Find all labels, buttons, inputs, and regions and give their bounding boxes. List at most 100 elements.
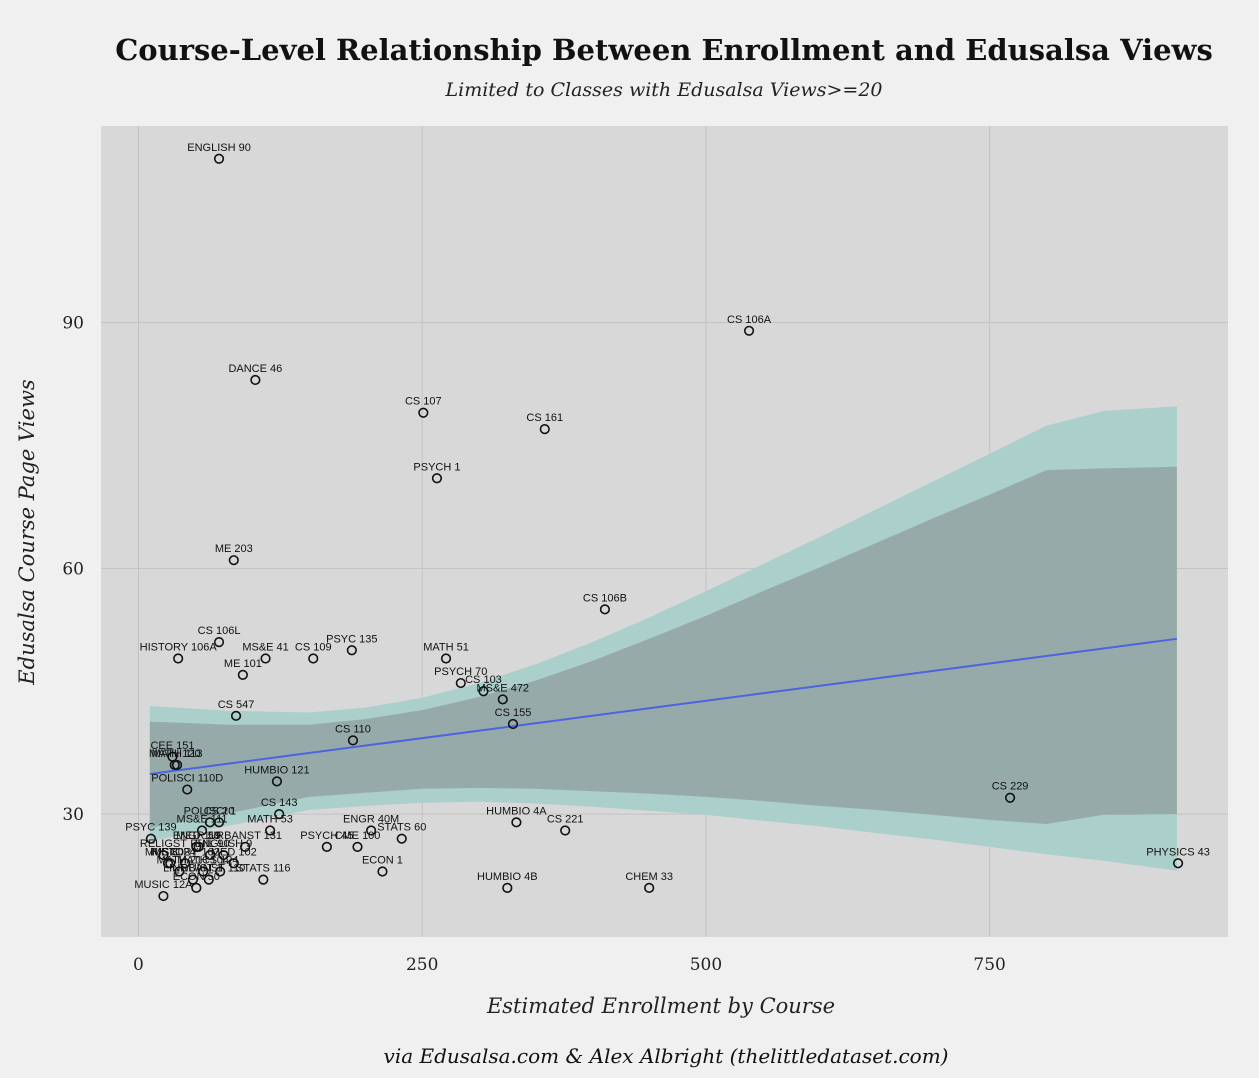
point-label: CS 107 bbox=[405, 396, 442, 408]
point-label: MUSIC 24 bbox=[145, 846, 196, 858]
point-label: CEE 151 bbox=[150, 740, 194, 752]
data-point bbox=[173, 653, 184, 664]
point-label: URBANST 110 bbox=[172, 863, 245, 875]
data-point bbox=[352, 841, 363, 852]
point-label: CS 124 bbox=[202, 854, 239, 866]
data-point bbox=[228, 555, 239, 566]
point-label: ECON 50 bbox=[173, 871, 220, 883]
point-label: CS 103 bbox=[465, 674, 502, 686]
data-point bbox=[377, 866, 388, 877]
point-label: HUMBIO 4A bbox=[486, 805, 547, 817]
point-label: PHIL 90 bbox=[190, 838, 229, 850]
point-label: MATH 51 bbox=[423, 641, 469, 653]
chart-title: Course-Level Relationship Between Enroll… bbox=[115, 33, 1213, 67]
point-label: CS 110 bbox=[335, 723, 371, 735]
data-point bbox=[171, 759, 183, 771]
tick-labels: 0 250 500 750 30 60 90 bbox=[62, 314, 1006, 975]
x-tick-label: 250 bbox=[406, 955, 438, 975]
data-point bbox=[145, 833, 157, 844]
confidence-bands bbox=[149, 406, 1177, 871]
y-tick-label: 30 bbox=[62, 805, 84, 825]
point-label: MATH 104 bbox=[177, 854, 229, 866]
point-label: MED 119 bbox=[176, 830, 221, 842]
point-label: MS&E 111 bbox=[177, 814, 228, 826]
point-label: POLISCI 1 bbox=[184, 805, 237, 817]
point-label: CME 100 bbox=[335, 830, 381, 842]
chart-caption: via Edusalsa.com & Alex Albright (thelit… bbox=[384, 1044, 949, 1068]
point-label: LINGUIST 1 bbox=[163, 863, 223, 875]
point-label: CS 229 bbox=[992, 781, 1029, 793]
point-label: MS&E 41 bbox=[242, 641, 288, 653]
data-point bbox=[271, 776, 283, 787]
point-label: HISTORY 106A bbox=[140, 641, 218, 653]
data-point bbox=[228, 858, 239, 869]
data-point bbox=[1004, 792, 1016, 803]
point-label: CHEM 33 bbox=[625, 871, 673, 883]
point-label: ME 203 bbox=[215, 543, 253, 555]
data-point bbox=[174, 866, 185, 877]
data-point bbox=[191, 882, 202, 893]
point-label: CS 155 bbox=[495, 707, 532, 719]
fit-line bbox=[149, 637, 1178, 775]
data-point bbox=[396, 833, 407, 844]
point-label: URBANST 131 bbox=[208, 830, 282, 842]
point-label: CS 161 bbox=[526, 412, 563, 424]
data-point bbox=[497, 694, 508, 705]
point-label: CS 547 bbox=[218, 699, 255, 711]
point-label: PSYCH 45 bbox=[300, 830, 353, 842]
data-point bbox=[560, 825, 571, 836]
data-point bbox=[1172, 858, 1184, 869]
data-point bbox=[237, 669, 248, 680]
point-label: ENGR 50 bbox=[173, 830, 220, 842]
point-labels: ENGLISH 90 CS 106A DANCE 46 CS 107 CS 161 PSY… bbox=[125, 142, 1210, 891]
point-label: HUMBIO 121 bbox=[244, 764, 309, 776]
x-axis-title: Estimated Enrollment by Course bbox=[486, 994, 835, 1018]
data-point bbox=[240, 841, 251, 852]
point-label: RELIGST bbox=[140, 838, 187, 850]
data-point bbox=[346, 645, 357, 656]
fit-line-group bbox=[149, 637, 1178, 775]
data-point bbox=[198, 866, 209, 877]
data-point bbox=[511, 817, 522, 828]
point-label: MATH 120 bbox=[149, 748, 201, 760]
chart-subtitle: Limited to Classes with Edusalsa Views>=… bbox=[445, 79, 883, 101]
x-tick-label: 0 bbox=[133, 955, 144, 975]
data-point bbox=[158, 890, 169, 902]
data-point bbox=[502, 882, 513, 893]
point-label: CS 109 bbox=[295, 641, 332, 653]
data-point bbox=[203, 874, 214, 885]
data-point bbox=[193, 841, 204, 852]
point-label: ME 101 bbox=[224, 658, 262, 670]
point-label: HUMBIO 4B bbox=[477, 871, 538, 883]
data-point bbox=[204, 849, 216, 861]
data-point bbox=[213, 636, 225, 648]
point-label: CS 106B bbox=[583, 592, 627, 604]
data-point bbox=[179, 858, 191, 869]
data-point bbox=[308, 653, 319, 664]
point-label: MUSIC 12A bbox=[134, 879, 193, 891]
point-label: MED 102 bbox=[211, 846, 257, 858]
data-point bbox=[418, 407, 429, 418]
data-point bbox=[274, 809, 285, 820]
point-label: CS 143 bbox=[261, 797, 298, 809]
x-tick-label: 500 bbox=[690, 955, 722, 975]
data-point bbox=[162, 858, 174, 869]
point-label: CS 20 bbox=[204, 805, 235, 817]
data-point bbox=[440, 653, 452, 664]
point-label: HISTORY 102 bbox=[150, 846, 220, 858]
data-point bbox=[265, 825, 276, 836]
data-point bbox=[321, 841, 332, 852]
data-point bbox=[507, 718, 519, 730]
data-point bbox=[196, 825, 208, 836]
point-label: STATS 60 bbox=[377, 822, 426, 834]
y-tick-label: 60 bbox=[62, 559, 84, 579]
data-point bbox=[158, 849, 169, 861]
point-label: CS 106A bbox=[727, 314, 772, 326]
data-point bbox=[644, 882, 655, 893]
point-label: DANCE 46 bbox=[228, 363, 282, 375]
point-label: ENGLISH 9 bbox=[195, 838, 252, 850]
point-label: CS 106L bbox=[198, 625, 241, 637]
data-point bbox=[187, 874, 199, 885]
point-label: MS&E 472 bbox=[476, 682, 529, 694]
